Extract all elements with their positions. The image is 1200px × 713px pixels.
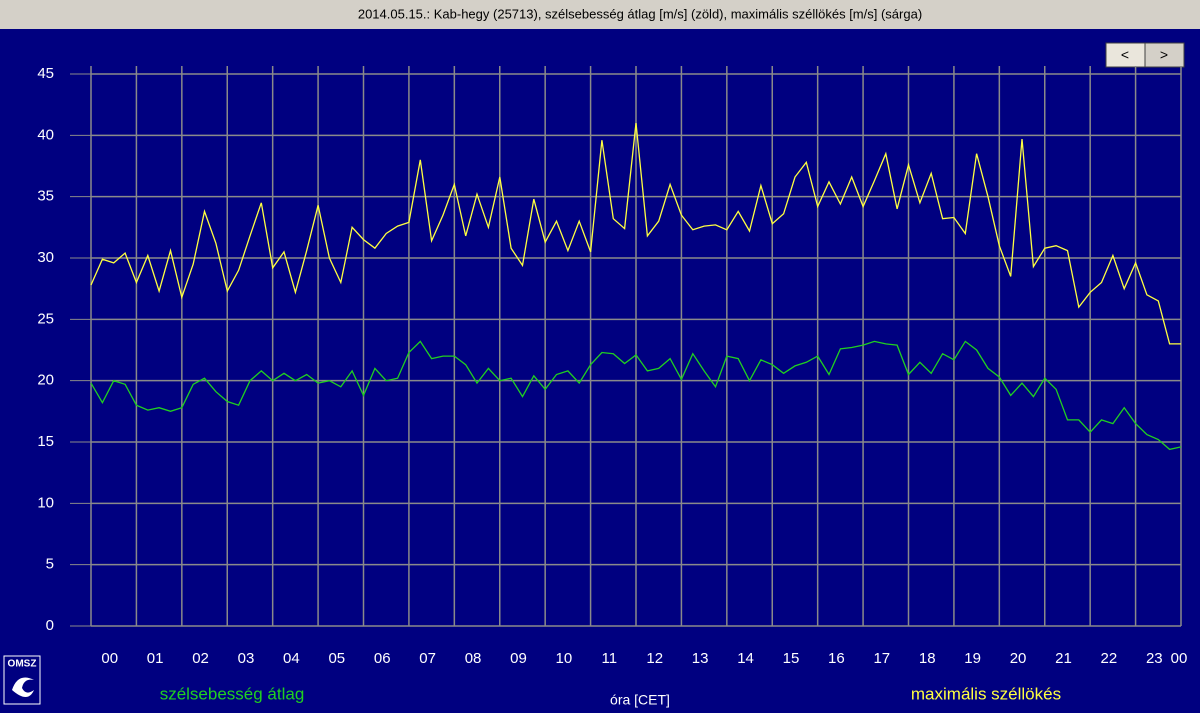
y-tick-label: 25 (37, 310, 54, 327)
prev-label[interactable]: < (1121, 47, 1129, 63)
x-tick-label: 17 (873, 650, 890, 667)
x-tick-label: 13 (692, 650, 709, 667)
series-line (90, 340, 1182, 451)
x-tick-label: 00 (101, 650, 118, 667)
y-tick-label: 10 (37, 494, 54, 511)
x-tick-label: 10 (556, 650, 573, 667)
title-bar (0, 0, 1200, 29)
x-tick-label: 19 (964, 650, 981, 667)
x-tick-label: 22 (1101, 650, 1118, 667)
x-axis-label: óra [CET] (610, 692, 670, 708)
y-tick-label: 45 (37, 65, 54, 82)
x-tick-label: 03 (238, 650, 255, 667)
x-tick-label: 04 (283, 650, 300, 667)
logo: OMSZ (3, 655, 41, 705)
nav-buttons: < > (1105, 42, 1185, 68)
y-tick-label: 15 (37, 433, 54, 450)
series-line (90, 123, 1181, 345)
x-tick-label: 02 (192, 650, 209, 667)
x-tick-label: 00 (1171, 650, 1188, 667)
x-tick-label: 18 (919, 650, 936, 667)
prev-button[interactable] (1105, 42, 1146, 68)
y-tick-label: 35 (37, 188, 54, 205)
x-tick-label: 07 (419, 650, 436, 667)
logo-wave (12, 677, 34, 697)
x-tick-label: 01 (147, 650, 164, 667)
x-tick-label: 05 (328, 650, 345, 667)
x-tick-label: 08 (465, 650, 482, 667)
x-tick-label: 11 (602, 650, 618, 667)
y-tick-label: 20 (37, 372, 54, 389)
chart-title: 2014.05.15.: Kab-hegy (25713), szélsebes… (358, 6, 922, 21)
x-tick-label: 16 (828, 650, 845, 667)
x-tick-label: 20 (1010, 650, 1027, 667)
x-tick-label: 12 (646, 650, 663, 667)
next-button[interactable] (1144, 42, 1185, 68)
y-tick-label: 5 (46, 556, 54, 573)
x-tick-label: 14 (737, 650, 754, 667)
logo-text: OMSZ (8, 659, 37, 670)
y-tick-label: 0 (46, 617, 54, 634)
x-tick-label: 21 (1055, 650, 1072, 667)
y-tick-label: 30 (37, 249, 54, 266)
legend-label: szélsebesség átlag (160, 684, 305, 703)
x-tick-label: 15 (783, 650, 800, 667)
next-label[interactable]: > (1160, 47, 1168, 63)
x-tick-label: 06 (374, 650, 391, 667)
x-tick-label: 23 (1146, 650, 1163, 667)
legend-label: maximális széllökés (911, 684, 1061, 703)
x-tick-label: 09 (510, 650, 527, 667)
y-tick-label: 40 (37, 126, 54, 143)
